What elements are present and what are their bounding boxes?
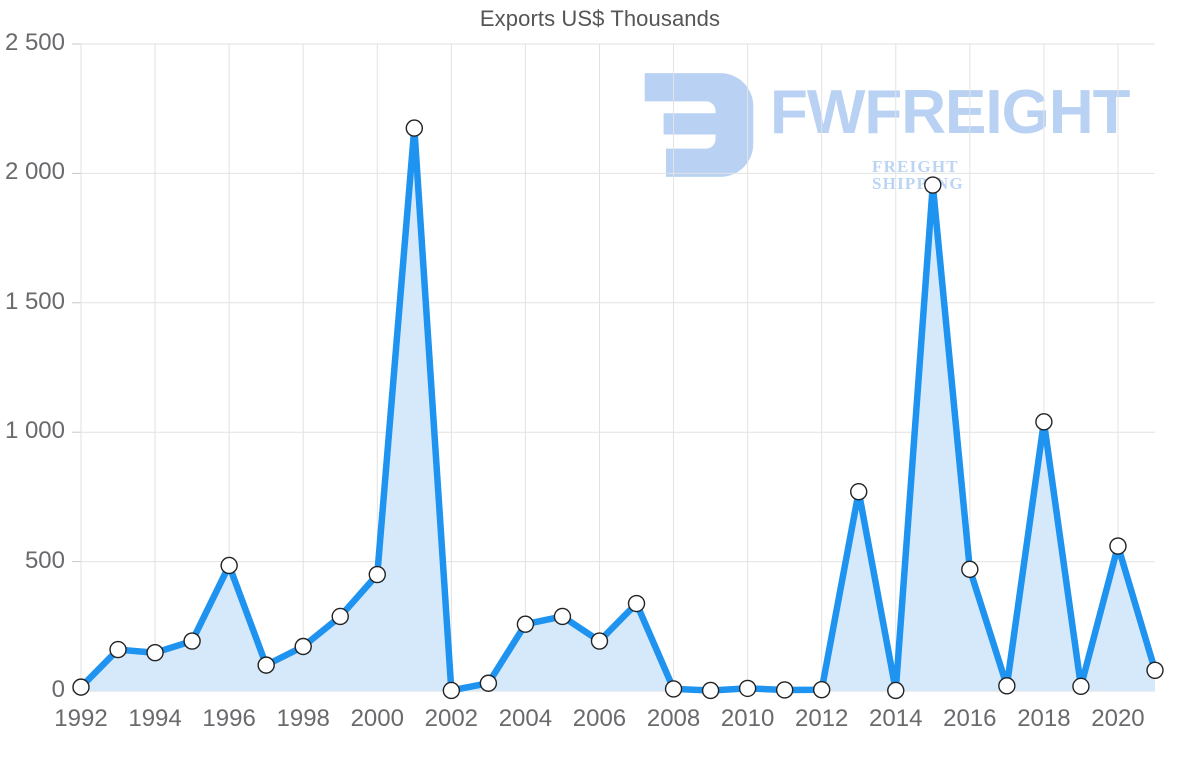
data-point-marker[interactable]: [627, 594, 646, 613]
x-axis-tick-label: 2004: [498, 705, 553, 732]
y-axis-tick-label: 2 000: [4, 158, 65, 186]
x-axis-tick-label: 2002: [424, 705, 479, 732]
data-point-marker[interactable]: [109, 640, 127, 659]
data-point-marker[interactable]: [146, 644, 164, 662]
data-point-marker[interactable]: [701, 681, 720, 700]
x-axis-tick-label: 2016: [943, 705, 997, 732]
data-point-marker[interactable]: [294, 637, 312, 656]
x-axis-tick-label: 2006: [572, 705, 627, 732]
y-axis-tick-label: 0: [51, 676, 65, 703]
data-point-marker[interactable]: [1146, 661, 1164, 679]
data-point-marker[interactable]: [1072, 677, 1090, 696]
data-point-marker[interactable]: [553, 607, 572, 626]
x-axis-tick-label: 2000: [350, 705, 404, 732]
x-axis-tick-label: 2008: [646, 705, 701, 732]
chart-title: Exports US$ Thousands: [479, 6, 721, 31]
series-line: [77, 124, 1159, 694]
data-point-marker[interactable]: [738, 679, 757, 698]
data-point-marker[interactable]: [850, 483, 868, 501]
x-axis-tick-label: 2014: [869, 705, 923, 732]
data-point-marker[interactable]: [924, 176, 942, 194]
x-axis-tick-label: 1998: [276, 705, 330, 732]
data-point-marker[interactable]: [183, 632, 201, 650]
data-point-marker[interactable]: [72, 678, 90, 696]
data-point-marker[interactable]: [331, 607, 349, 626]
data-point-marker[interactable]: [812, 681, 831, 699]
x-axis-tick-label: 2020: [1091, 705, 1145, 732]
data-point-marker[interactable]: [664, 680, 683, 698]
data-point-marker[interactable]: [775, 681, 794, 699]
x-axis-tick-label: 2018: [1017, 705, 1071, 732]
x-axis-tick-label: 1994: [128, 705, 182, 732]
area-fill: [81, 128, 1155, 692]
x-axis-tick-label: 1996: [202, 705, 256, 732]
data-point-marker[interactable]: [516, 615, 535, 633]
series-markers: [72, 119, 1164, 700]
data-point-marker[interactable]: [368, 565, 386, 584]
line-path: [77, 124, 1159, 694]
data-point-marker[interactable]: [998, 677, 1016, 695]
x-axis-tick-label: 2012: [794, 705, 849, 732]
data-point-marker[interactable]: [479, 674, 498, 692]
x-axis-tick-label: 2010: [720, 705, 775, 732]
area-path: [81, 128, 1155, 692]
data-point-marker[interactable]: [1109, 537, 1127, 555]
data-point-marker[interactable]: [1035, 413, 1053, 431]
y-axis-tick-label: 2 500: [4, 29, 65, 56]
data-point-marker[interactable]: [887, 681, 905, 700]
y-axis-tick-label: 1 500: [4, 287, 65, 315]
data-point-marker[interactable]: [220, 556, 238, 575]
data-point-marker[interactable]: [257, 656, 275, 674]
y-axis-tick-label: 500: [24, 546, 65, 574]
data-point-marker[interactable]: [405, 119, 424, 137]
data-point-marker[interactable]: [961, 560, 979, 579]
data-point-marker[interactable]: [590, 632, 609, 650]
y-axis-tick-label: 1 000: [4, 417, 65, 445]
data-point-marker[interactable]: [442, 681, 461, 700]
x-axis-tick-label: 1992: [54, 705, 108, 732]
